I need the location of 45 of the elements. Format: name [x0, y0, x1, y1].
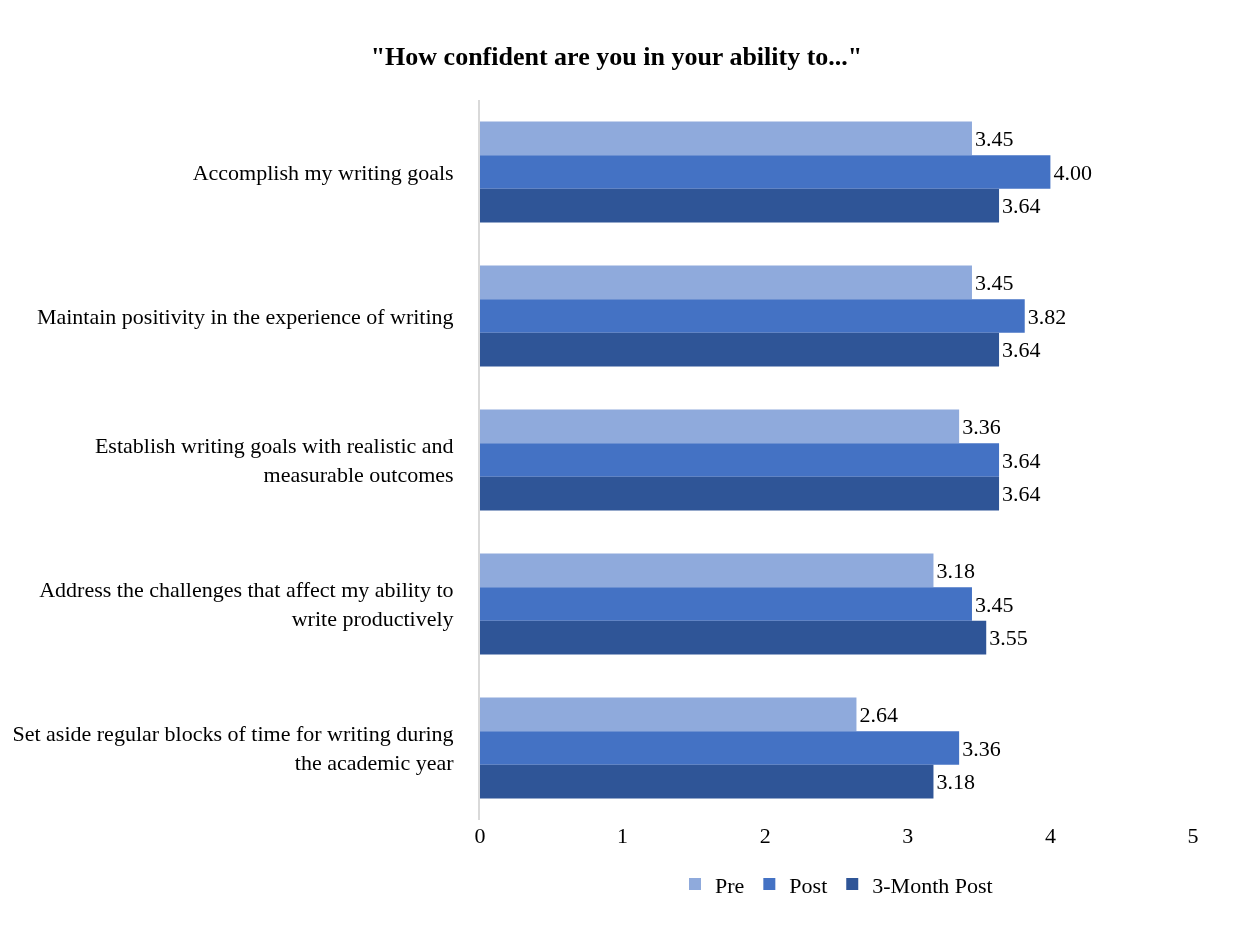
- bar: [480, 620, 987, 655]
- bar: [480, 764, 934, 799]
- legend-label: Pre: [715, 872, 745, 898]
- data-label: 3.64: [1002, 337, 1041, 363]
- bar: [480, 332, 1000, 367]
- data-label: 3.64: [1002, 447, 1041, 473]
- bar: [480, 155, 1051, 189]
- data-label: 3.64: [1002, 481, 1041, 507]
- x-tick-label: 5: [1187, 823, 1199, 848]
- bar: [480, 299, 1025, 333]
- data-label: 4.00: [1053, 159, 1092, 185]
- y-tick-label: Establish writing goals with realistic and measurable outcomes: [94, 433, 454, 487]
- bar: [480, 476, 1000, 511]
- bar: [480, 188, 1000, 223]
- data-label: 3.36: [962, 735, 1001, 761]
- bar: [480, 553, 934, 588]
- data-label: 3.36: [962, 413, 1001, 439]
- bar: [480, 443, 1000, 477]
- data-label: 3.45: [974, 269, 1014, 295]
- data-label: 3.18: [936, 557, 975, 583]
- data-label: 2.64: [859, 701, 898, 727]
- y-tick-label: Set aside regular blocks of time for writing during the academic year: [12, 721, 455, 775]
- y-tick-label: Address the challenges that affect my ability to write productively: [39, 577, 454, 631]
- data-label: 3.18: [936, 769, 975, 795]
- data-label: 3.45: [974, 125, 1014, 151]
- y-tick-label: Accomplish my writing goals: [192, 159, 454, 185]
- x-tick-label: 0: [474, 823, 486, 848]
- data-label: 3.82: [1027, 303, 1067, 329]
- x-tick-label: 2: [759, 823, 771, 848]
- legend-label: 3-Month Post: [872, 872, 993, 898]
- bar: [480, 121, 972, 156]
- chart-title: "How confident are you in your ability to...": [370, 41, 863, 71]
- bar: [480, 265, 972, 300]
- legend-label: Post: [789, 872, 828, 898]
- y-tick-label: Maintain positivity in the experience of writing: [36, 303, 454, 329]
- x-tick-label: 1: [617, 823, 629, 848]
- x-tick-label: 4: [1044, 823, 1056, 848]
- data-label: 3.45: [974, 591, 1014, 617]
- bar: [480, 587, 972, 621]
- bar: [480, 731, 960, 765]
- x-tick-label: 3: [902, 823, 914, 848]
- bar: [480, 409, 960, 444]
- bar: [480, 697, 857, 732]
- data-label: 3.64: [1002, 193, 1041, 219]
- data-label: 3.55: [989, 625, 1028, 651]
